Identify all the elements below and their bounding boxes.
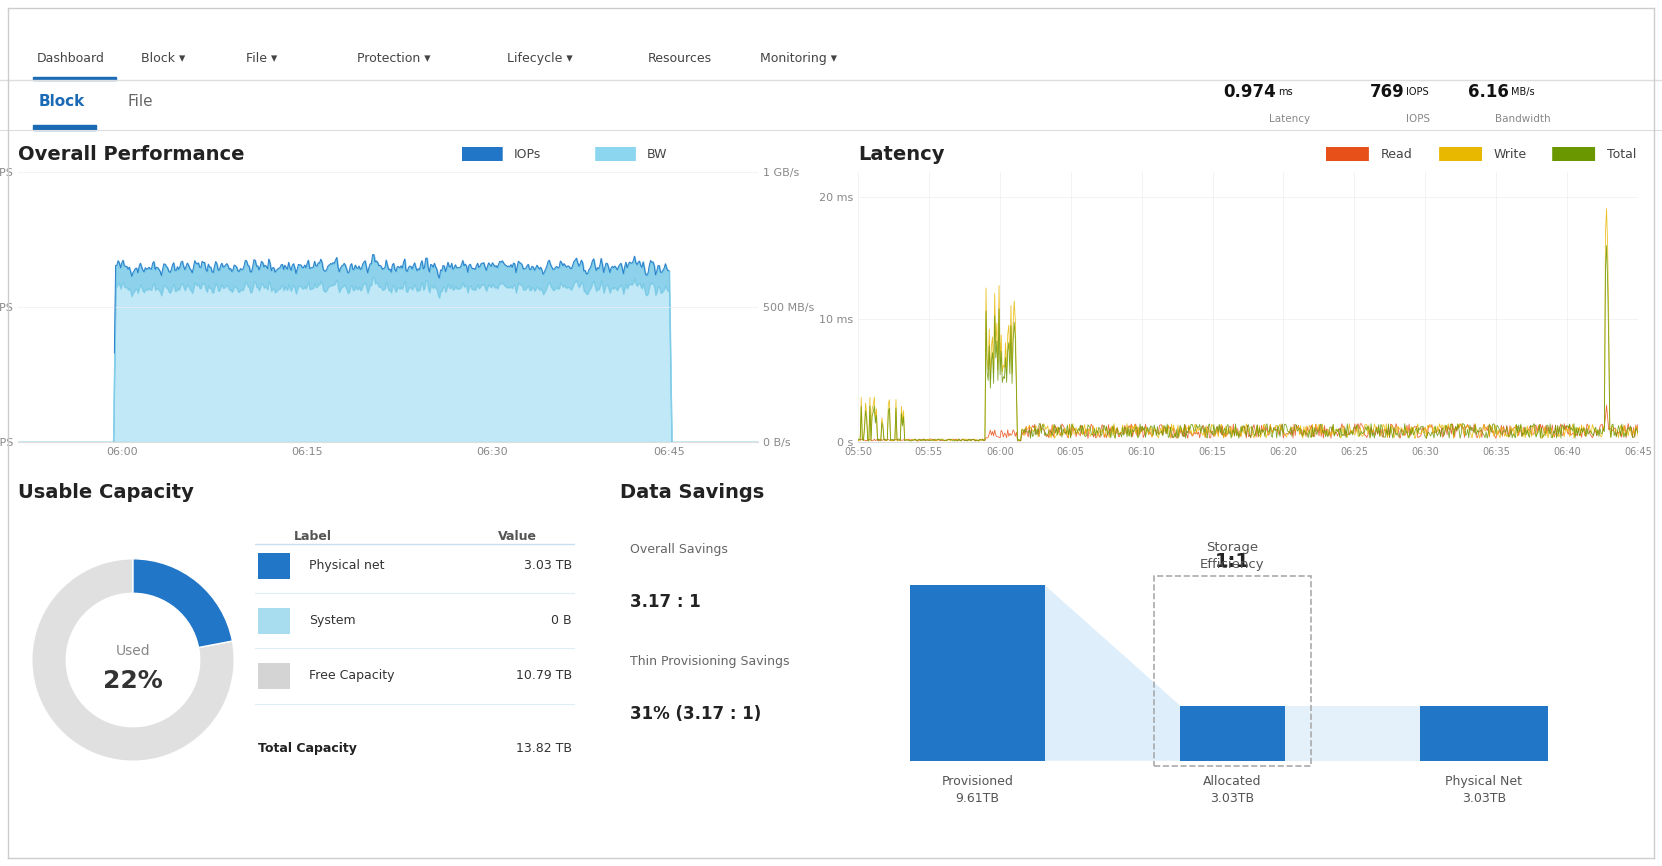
Bar [1419,706,1547,761]
Text: IOPS: IOPS [1406,114,1429,125]
Text: Physical net: Physical net [309,559,386,572]
Wedge shape [133,559,233,648]
Text: 31% (3.17 : 1): 31% (3.17 : 1) [630,706,761,723]
Bar [33,125,96,130]
FancyBboxPatch shape [1552,147,1596,161]
Text: ms: ms [1278,87,1293,97]
Text: Used: Used [116,643,150,658]
Text: Total Capacity: Total Capacity [258,742,357,755]
Text: Latency: Latency [858,145,944,164]
Text: File: File [128,94,153,108]
Bar [258,608,291,634]
Text: BW: BW [647,147,668,160]
Bar [1153,576,1311,766]
FancyBboxPatch shape [462,147,502,161]
Text: Block ▾: Block ▾ [141,52,186,65]
Text: Physical Net: Physical Net [1446,775,1522,788]
Text: Thin Provisioning Savings: Thin Provisioning Savings [630,655,789,668]
Text: Free Capacity: Free Capacity [309,669,396,682]
Text: Overall Performance: Overall Performance [18,145,244,164]
Bar [258,662,291,689]
Text: 769: 769 [1369,83,1404,101]
Text: 0 B: 0 B [552,614,572,627]
Text: Monitoring ▾: Monitoring ▾ [760,52,836,65]
Text: File ▾: File ▾ [246,52,278,65]
Text: Write: Write [1494,147,1527,160]
Text: Dashboard: Dashboard [37,52,105,65]
Text: Block: Block [38,94,85,108]
Text: 3.17 : 1: 3.17 : 1 [630,593,701,611]
Text: 6.16: 6.16 [1468,83,1509,101]
Bar [1180,706,1285,761]
Text: MB/s: MB/s [1511,87,1534,97]
Text: 22%: 22% [103,669,163,693]
FancyBboxPatch shape [1326,147,1369,161]
Text: 3.03TB: 3.03TB [1461,792,1506,805]
Text: 1:1: 1:1 [1215,552,1250,571]
Polygon shape [1285,706,1419,761]
Text: Protection ▾: Protection ▾ [357,52,430,65]
Text: Bandwidth: Bandwidth [1494,114,1551,125]
Text: Resources: Resources [648,52,713,65]
Text: Provisioned: Provisioned [942,775,1014,788]
Text: IOPS: IOPS [1406,87,1429,97]
Bar [911,585,1045,761]
Text: Latency: Latency [1270,114,1310,125]
Text: 0.974: 0.974 [1223,83,1276,101]
Text: 9.61TB: 9.61TB [956,792,999,805]
Text: Storage
Efficiency: Storage Efficiency [1200,524,1265,571]
Text: IOPs: IOPs [514,147,542,160]
Bar [258,553,291,578]
Text: Lifecycle ▾: Lifecycle ▾ [507,52,572,65]
Text: 3.03 TB: 3.03 TB [524,559,572,572]
Text: System: System [309,614,356,627]
Wedge shape [32,559,234,761]
Text: Label: Label [294,529,332,542]
Text: Allocated: Allocated [1203,775,1261,788]
Text: Usable Capacity: Usable Capacity [18,483,194,502]
Text: 10.79 TB: 10.79 TB [515,669,572,682]
FancyBboxPatch shape [1439,147,1483,161]
Text: Value: Value [499,529,537,542]
Text: Overall Savings: Overall Savings [630,543,728,556]
Bar [33,77,116,80]
Text: Data Savings: Data Savings [620,483,765,502]
Text: Total: Total [1607,147,1635,160]
Text: 13.82 TB: 13.82 TB [515,742,572,755]
Text: 3.03TB: 3.03TB [1210,792,1255,805]
Polygon shape [1045,585,1180,761]
Text: PowerFlex Manager: PowerFlex Manager [23,11,256,31]
FancyBboxPatch shape [595,147,637,161]
Text: Read: Read [1381,147,1413,160]
